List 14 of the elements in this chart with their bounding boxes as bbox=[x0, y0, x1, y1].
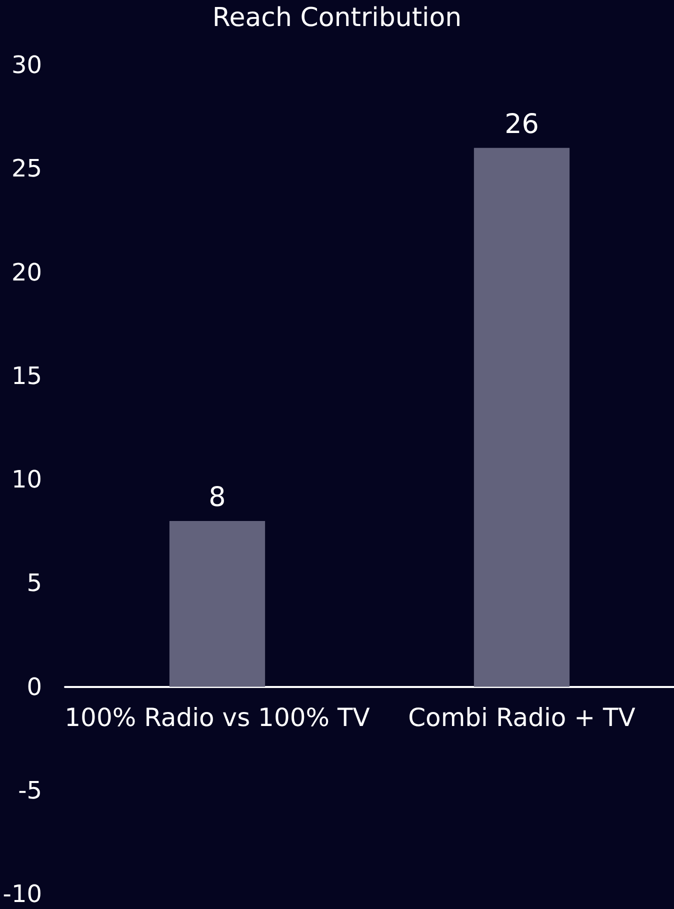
y-tick-label: 5 bbox=[26, 569, 42, 598]
y-tick-label: 30 bbox=[11, 51, 42, 79]
y-tick-label: 20 bbox=[11, 258, 42, 286]
y-tick-label: 0 bbox=[26, 672, 42, 701]
y-tick-label: -10 bbox=[2, 880, 42, 908]
y-tick-label: 25 bbox=[11, 154, 42, 183]
data-label: 26 bbox=[504, 108, 539, 140]
y-tick-label: 15 bbox=[11, 362, 42, 390]
y-tick-label: -5 bbox=[18, 776, 42, 804]
data-label: 8 bbox=[208, 482, 226, 513]
x-tick-label: Combi Radio + TV bbox=[408, 702, 636, 732]
chart-title: Reach Contribution bbox=[212, 3, 462, 33]
x-tick-label: 100% Radio vs 100% TV bbox=[64, 702, 370, 732]
y-tick-label: 10 bbox=[11, 466, 42, 494]
